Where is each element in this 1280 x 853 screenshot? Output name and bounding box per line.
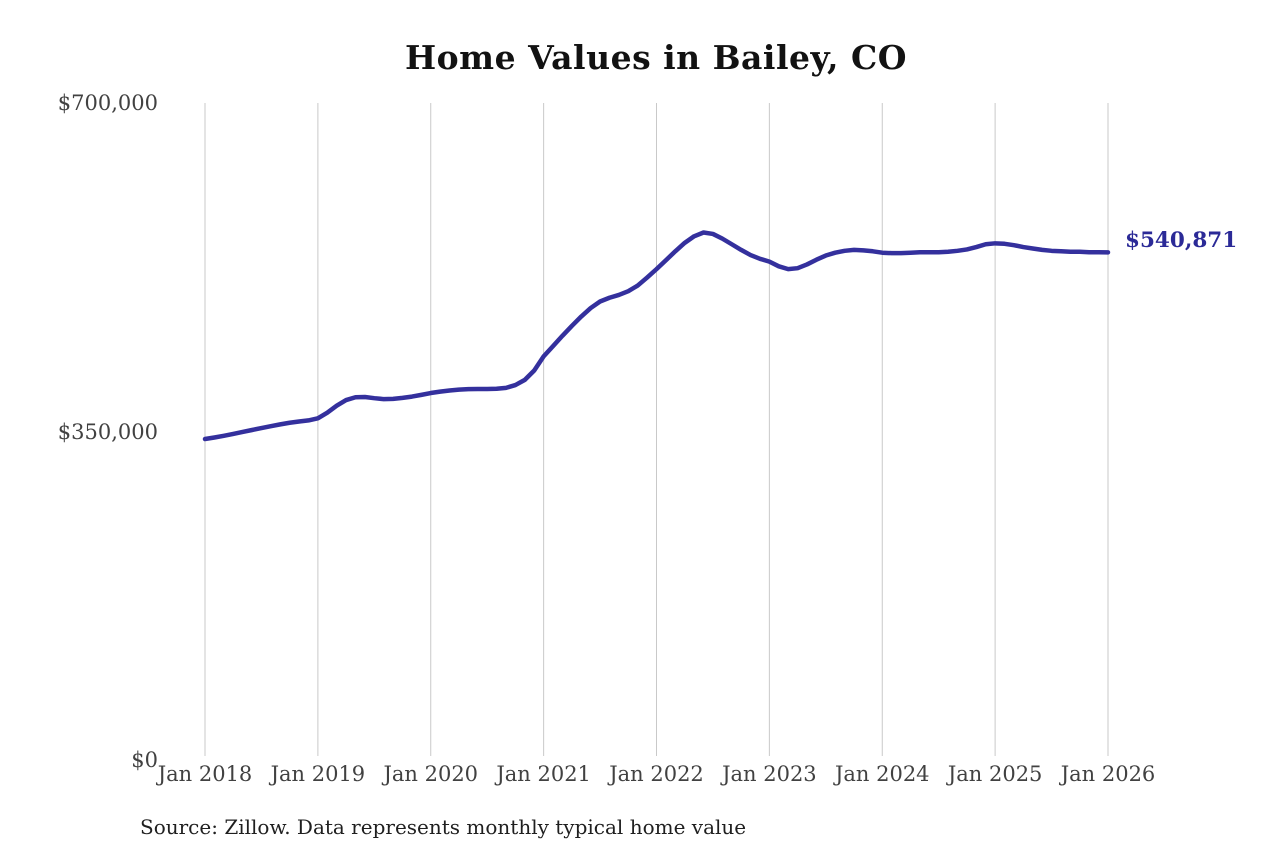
y-tick-label: $0	[131, 748, 158, 772]
y-tick-label: $700,000	[57, 91, 158, 115]
x-tick-label: Jan 2021	[496, 762, 591, 786]
x-tick-label: Jan 2019	[270, 762, 366, 786]
x-tick-label: Jan 2023	[722, 762, 817, 786]
chart-title: Home Values in Bailey, CO	[404, 38, 908, 77]
x-tick-label: Jan 2018	[157, 762, 253, 786]
x-tick-label: Jan 2022	[609, 762, 704, 786]
source-note: Source: Zillow. Data represents monthly …	[140, 815, 747, 839]
y-tick-label: $350,000	[57, 419, 158, 444]
x-tick-label: Jan 2025	[947, 762, 1043, 786]
home-value-line	[202, 230, 1111, 442]
x-tick-label: Jan 2020	[383, 762, 479, 786]
x-tick-label: Jan 2026	[1060, 762, 1156, 786]
latest-value-label: $540,871	[1125, 228, 1238, 253]
x-tick-label: Jan 2024	[834, 762, 930, 786]
